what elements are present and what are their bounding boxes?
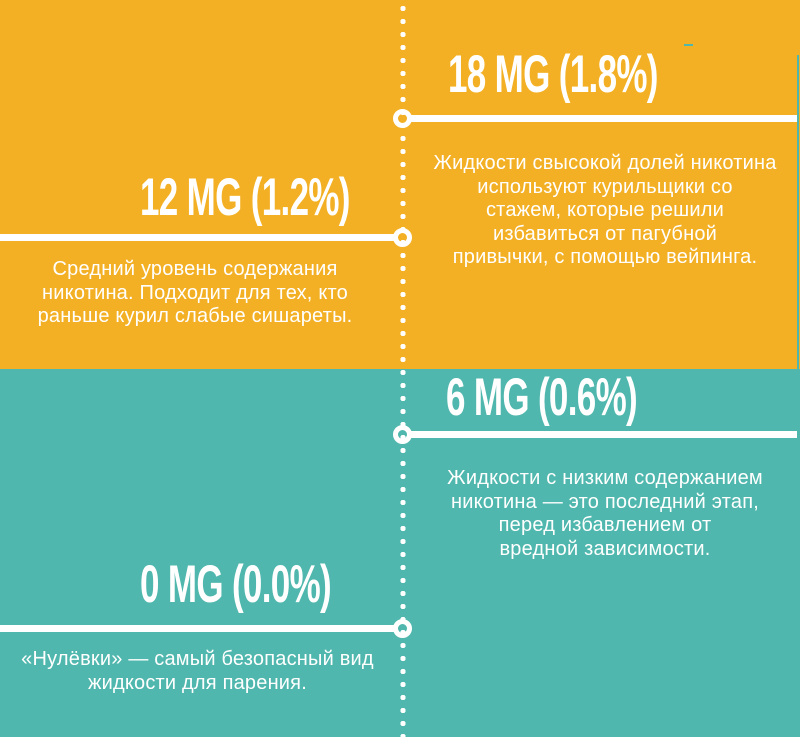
section-title-6mg: 6 MG (0.6%) xyxy=(446,368,638,427)
connector-line-18mg xyxy=(411,115,797,122)
section-title-12mg: 12 MG (1.2%) xyxy=(140,168,350,227)
section-description-18mg: Жидкости свысокой долей никотина использ… xyxy=(433,152,777,268)
section-title-0mg: 0 MG (0.0%) xyxy=(140,555,332,614)
connector-node-18mg xyxy=(393,109,412,128)
section-description-0mg: «Нулёвки» — самый безопасный вид жидкост… xyxy=(21,648,374,694)
section-description-12mg: Средний уровень содержания никотина. Под… xyxy=(37,258,353,327)
connector-node-12mg xyxy=(393,228,412,247)
section-title-18mg: 18 MG (1.8%) xyxy=(448,45,658,104)
connector-line-6mg xyxy=(411,431,797,438)
timeline-dotted-line xyxy=(399,0,407,737)
connector-node-6mg xyxy=(393,425,412,444)
section-description-6mg: Жидкости с низким содержанием никотина —… xyxy=(447,467,763,560)
right-edge-accent-line xyxy=(797,55,799,737)
connector-line-12mg xyxy=(0,234,394,241)
connector-node-0mg xyxy=(393,619,412,638)
connector-line-0mg xyxy=(0,625,394,632)
stray-dash-mark xyxy=(684,44,693,46)
